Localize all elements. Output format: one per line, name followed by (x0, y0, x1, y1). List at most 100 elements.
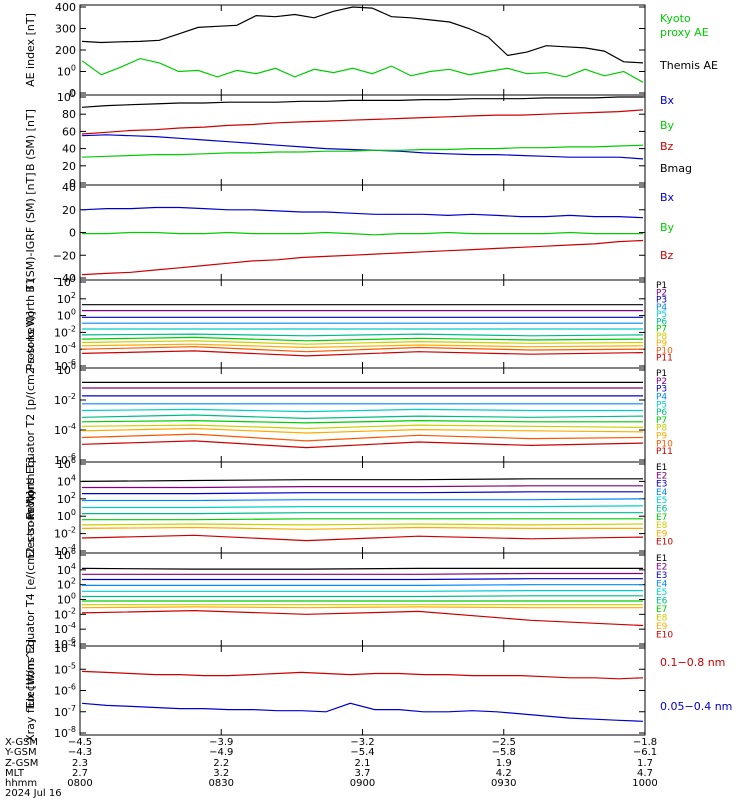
channel-label: P6 (656, 317, 667, 327)
ephemeris-value: 1000 (632, 778, 657, 789)
date-label: 2024 Jul 16 (5, 788, 62, 799)
y-axis-label: B (SM) [nT] (24, 109, 37, 171)
channel-label: E10 (656, 631, 673, 641)
series-line-E1 (81, 567, 643, 570)
ephemeris-value: −4.3 (68, 747, 92, 758)
ephemeris-row-label: Z-GSM (5, 758, 38, 769)
y-axis-label: AE index [nT] (24, 13, 37, 87)
y-tick-label: 0 (69, 177, 76, 190)
ephemeris-value: 0900 (350, 778, 375, 789)
series-line-E2 (82, 572, 643, 575)
y-tick-label: 100 (57, 362, 76, 377)
y-tick-label: 102 (57, 491, 76, 506)
series-line-E10 (81, 609, 644, 627)
channel-label: E1 (656, 463, 667, 473)
channel-label: E9 (656, 622, 668, 632)
legend-entry: 0.05−0.4 nm (660, 700, 732, 713)
channel-label: E7 (656, 605, 667, 615)
series-line-Themis-AE (81, 6, 644, 64)
channel-label: P7 (656, 416, 667, 426)
legend-entry: Bmag (660, 162, 692, 175)
channel-label: E2 (656, 563, 667, 573)
ephemeris-value: −3.9 (209, 737, 233, 748)
channel-label: E6 (656, 597, 668, 607)
series-line-P8 (81, 340, 644, 345)
series-line-P11 (81, 440, 644, 449)
channel-label: P2 (656, 288, 667, 298)
channel-label: P11 (656, 354, 673, 364)
channel-label: P4 (656, 392, 667, 402)
channel-label: P1 (656, 369, 667, 379)
legend-entry: Bx (660, 191, 675, 204)
panel-frame (79, 645, 646, 736)
panel-frame (79, 4, 646, 96)
y-tick-label: 20 (62, 160, 76, 173)
ephemeris-row-label: Y-GSM (4, 747, 37, 758)
y-tick-label: 102 (57, 291, 76, 306)
panel-frame (79, 552, 646, 647)
series-line-E9 (81, 606, 643, 609)
series-line-Bmag (81, 96, 643, 108)
ephemeris-value: 3.2 (213, 768, 229, 779)
y-tick-label: −20 (53, 249, 76, 262)
channel-label: P10 (656, 439, 673, 449)
y-tick-label: 400 (55, 1, 76, 14)
ephemeris-value: 0800 (67, 778, 92, 789)
ephemeris-value: −6.1 (633, 747, 657, 758)
series-line-Bx (81, 206, 644, 219)
series-line-P10 (81, 433, 644, 442)
channel-label: P10 (656, 346, 673, 356)
y-tick-label: 40 (62, 143, 76, 156)
y-tick-label: 10-2 (54, 392, 76, 407)
series-line-Bx (81, 134, 644, 160)
series-line-E9 (81, 526, 643, 530)
ephemeris-value: 0830 (209, 778, 234, 789)
ephemeris-value: −5.4 (350, 747, 374, 758)
channel-label: P9 (656, 339, 667, 349)
y-tick-label: 106 (57, 456, 76, 471)
legend-entry: Themis AE (659, 59, 718, 72)
series-line-Bz (81, 109, 644, 135)
ephemeris-value: 2.2 (213, 758, 229, 769)
legend-entry: Bz (660, 140, 674, 153)
y-axis-label: Electrons North T3 (24, 456, 37, 558)
series-line-By (81, 144, 644, 158)
channel-label: P2 (656, 377, 667, 387)
channel-label: P7 (656, 325, 667, 335)
series-line-E5 (82, 505, 644, 509)
y-axis-label: Protons North T1 (24, 278, 37, 371)
y-tick-label: 100 (57, 308, 76, 323)
y-axis-label: Xray flux [W/m^2] (24, 639, 37, 742)
series-line-0.1-0.8-nm (81, 670, 644, 680)
legend-entry: Bz (660, 249, 674, 262)
series-line-By (82, 231, 643, 236)
panel-frame (79, 94, 646, 186)
ephemeris-value: 2.1 (355, 758, 371, 769)
y-tick-label: 100 (57, 508, 76, 523)
series-line-P5 (81, 408, 643, 413)
series-line-E6 (82, 595, 643, 598)
channel-label: P3 (656, 296, 667, 306)
channel-label: P4 (656, 303, 667, 313)
y-tick-label: 102 (57, 577, 76, 592)
y-tick-label: 200 (55, 44, 76, 57)
ephemeris-value: 4.7 (637, 768, 653, 779)
channel-label: P8 (656, 332, 667, 342)
series-line-P7 (81, 336, 644, 342)
y-tick-label: 0 (69, 87, 76, 100)
y-tick-label: 10-2 (54, 324, 76, 339)
y-tick-label: 104 (57, 562, 76, 577)
channel-label: E3 (656, 571, 667, 581)
y-tick-label: 10-2 (54, 526, 76, 541)
y-tick-label: 40 (62, 181, 76, 194)
y-tick-label: 104 (57, 274, 76, 289)
channel-label: E2 (656, 471, 667, 481)
ephemeris-row-label: X-GSM (5, 737, 38, 748)
y-tick-label: 104 (57, 473, 76, 488)
ephemeris-value: 1.9 (496, 758, 512, 769)
ephemeris-value: −4.5 (68, 737, 92, 748)
y-axis-label: Protons Equator T2 [p/(cm2-s-sr-keV)] (24, 311, 37, 519)
